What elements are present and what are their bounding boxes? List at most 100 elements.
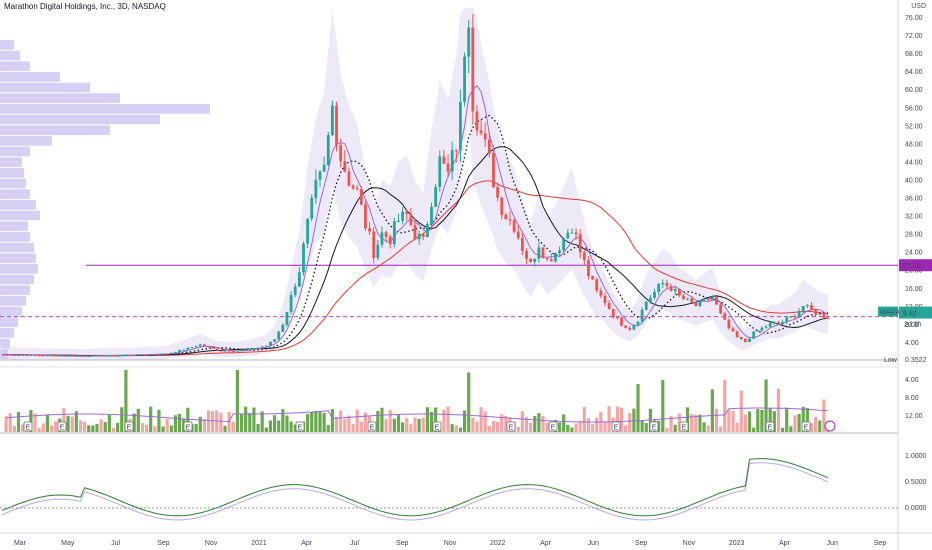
volume-bar bbox=[496, 421, 500, 432]
candle-body bbox=[62, 355, 66, 357]
volume-bar bbox=[818, 420, 822, 432]
candle-body bbox=[566, 232, 570, 239]
time-tick-label: Sep bbox=[874, 540, 887, 547]
candle-body bbox=[4, 354, 8, 356]
candle-body bbox=[364, 204, 367, 229]
candle-body bbox=[599, 290, 603, 296]
candle-body bbox=[574, 232, 578, 235]
price-tick-label: 20.00 bbox=[905, 268, 923, 275]
candle-body bbox=[649, 297, 652, 302]
candle-body bbox=[797, 311, 801, 318]
candle-body bbox=[120, 355, 124, 357]
earnings-marker bbox=[367, 421, 377, 432]
candle-body bbox=[107, 355, 111, 357]
candle-body bbox=[376, 244, 380, 259]
profile-bar bbox=[0, 146, 30, 157]
candle-body bbox=[417, 233, 421, 240]
volume-bar bbox=[719, 426, 723, 432]
profile-bar bbox=[0, 242, 34, 253]
volume-bar bbox=[37, 427, 41, 432]
candle-body bbox=[529, 258, 533, 262]
candle-body bbox=[145, 354, 148, 356]
candle-body bbox=[578, 234, 582, 253]
candle-body bbox=[496, 187, 499, 198]
candle-body bbox=[392, 221, 396, 245]
volume-bar bbox=[483, 411, 487, 432]
resistance-price-tag: 21.00 bbox=[903, 263, 921, 270]
volume-profile bbox=[0, 40, 210, 359]
earnings-marker bbox=[765, 421, 775, 432]
volume-bar bbox=[107, 414, 111, 432]
volume-bar bbox=[467, 372, 471, 432]
candle-body bbox=[12, 355, 16, 357]
candle-body bbox=[161, 353, 165, 355]
volume-bar bbox=[454, 425, 458, 432]
earnings-marker bbox=[57, 421, 67, 432]
volume-bar bbox=[12, 425, 16, 432]
candle-body bbox=[211, 346, 215, 349]
candle-body bbox=[805, 305, 809, 307]
earnings-marker-label: E bbox=[804, 425, 809, 432]
candle-body bbox=[801, 306, 805, 312]
candle-body bbox=[70, 355, 74, 357]
profile-bar bbox=[0, 168, 24, 178]
profile-bar bbox=[0, 50, 20, 61]
candle-body bbox=[240, 349, 243, 351]
volume-bar bbox=[570, 427, 574, 432]
time-tick-label: Nov bbox=[444, 540, 457, 547]
earnings-marker-label: E bbox=[682, 425, 687, 432]
candle-body bbox=[760, 327, 764, 331]
volume-bar bbox=[706, 425, 710, 432]
volume-bar bbox=[545, 422, 549, 432]
candle-body bbox=[727, 319, 731, 329]
volume-bar bbox=[450, 424, 454, 432]
volume-bar bbox=[244, 406, 248, 432]
volume-bar bbox=[619, 407, 624, 432]
osc-tick-label: 0.5000 bbox=[905, 479, 927, 486]
volume-bar bbox=[153, 426, 157, 432]
candle-body bbox=[74, 355, 78, 357]
candle-body bbox=[25, 355, 29, 357]
candle-body bbox=[132, 354, 136, 356]
time-tick-label: Sep bbox=[635, 540, 648, 547]
volume-bar bbox=[756, 408, 760, 432]
volume-bar bbox=[479, 407, 483, 432]
candle-body bbox=[136, 354, 140, 356]
candle-body bbox=[182, 349, 186, 351]
volume-bar bbox=[277, 420, 281, 432]
earnings-marker-label: E bbox=[186, 425, 191, 432]
candle-body bbox=[103, 355, 107, 357]
candle-body bbox=[735, 331, 739, 338]
volume-bar bbox=[698, 414, 702, 432]
volume-bar bbox=[8, 413, 12, 432]
profile-bar bbox=[0, 200, 36, 210]
earnings-marker-label: E bbox=[298, 425, 303, 432]
candle-body bbox=[698, 300, 702, 307]
osc-signal-line bbox=[1, 462, 829, 521]
candle-body bbox=[545, 258, 549, 260]
osc-tick-label: 0.0000 bbox=[905, 505, 927, 512]
axes: 76.00 72.00 68.00 64.00 60.00 56.00 52.00 48.00… bbox=[14, 15, 927, 547]
candle-body bbox=[690, 298, 694, 303]
volume-bar bbox=[343, 418, 347, 432]
volume-bar bbox=[359, 421, 363, 432]
volume-bar bbox=[268, 420, 273, 432]
volume-bar bbox=[785, 407, 789, 432]
candle-body bbox=[17, 354, 20, 356]
volume-bar bbox=[272, 415, 277, 432]
volume-bar bbox=[132, 413, 136, 432]
volume-bar bbox=[462, 410, 467, 432]
volume-bar bbox=[186, 407, 190, 432]
volume-bar bbox=[805, 408, 809, 432]
price-tick-label: 16.00 bbox=[905, 286, 923, 293]
candle-body bbox=[516, 231, 520, 239]
volume-bar bbox=[388, 409, 392, 432]
time-tick-label: Apr bbox=[779, 540, 791, 547]
volume-bar bbox=[165, 418, 169, 432]
volume-bar bbox=[710, 389, 714, 432]
candle-body bbox=[603, 295, 607, 303]
volume-bar bbox=[392, 418, 396, 432]
candle-body bbox=[673, 289, 677, 292]
